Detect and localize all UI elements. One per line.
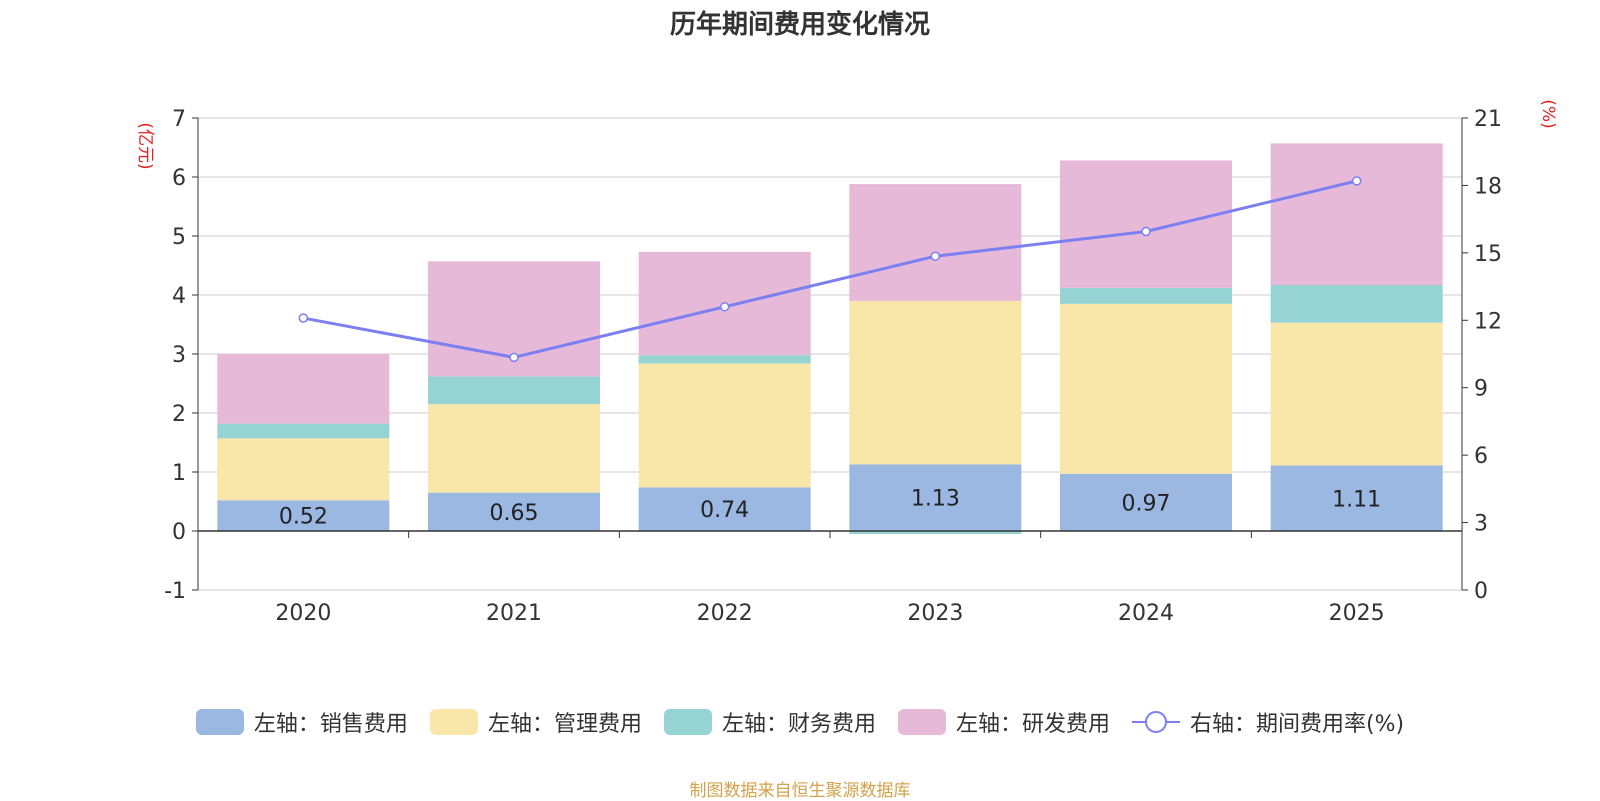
bar-segment-2020-s0 — [217, 500, 390, 531]
rate-point-2022 — [719, 302, 730, 312]
chart-title: 历年期间费用变化情况 — [669, 10, 930, 40]
bar-segment-2022-s2 — [638, 355, 811, 364]
x-axis-tick-label: 2021 — [486, 601, 542, 626]
bar-segment-2021-s0 — [428, 492, 600, 531]
bar-segment-2025-s3 — [1270, 143, 1443, 285]
right-axis-unit-label: (%) — [1538, 99, 1558, 128]
legend-item-rate[interactable]: 右轴：期间费用率(%) — [1131, 706, 1405, 738]
legend-item-rd[interactable]: 左轴：研发费用 — [897, 706, 1110, 738]
right-axis-tick-label: 6 — [1474, 444, 1488, 469]
bar-segment-2024-s3 — [1060, 160, 1232, 288]
data-label-2022: 0.74 — [700, 498, 749, 523]
legend-item-sales[interactable]: 左轴：销售费用 — [195, 706, 408, 738]
legend-label-finance: 左轴：财务费用 — [721, 712, 876, 737]
bar-segment-2022-s0 — [638, 487, 811, 531]
data-label-2020: 0.52 — [279, 505, 328, 530]
bar-segment-2023-s1 — [849, 300, 1022, 465]
bar-segment-2020-s1 — [217, 438, 390, 501]
data-label-2025: 1.11 — [1332, 487, 1381, 512]
source-footer: 制图数据来自恒生聚源数据库 — [689, 781, 911, 801]
rate-point-2025 — [1351, 176, 1362, 186]
bar-segment-2024-s0 — [1060, 473, 1232, 531]
legend-label-rd: 左轴：研发费用 — [955, 712, 1110, 737]
bar-segment-2023-s0 — [849, 464, 1022, 531]
legend-swatch-sales — [195, 709, 244, 735]
left-axis-tick-label: 2 — [172, 402, 186, 427]
bar-segment-2020-s2 — [217, 423, 390, 439]
x-axis-tick-label: 2022 — [697, 601, 753, 626]
data-label-2024: 0.97 — [1122, 491, 1171, 516]
rate-point-2021 — [509, 352, 519, 363]
bar-segment-2021-s1 — [428, 404, 600, 493]
data-label-2021: 0.65 — [490, 501, 539, 526]
right-axis-tick-label: 15 — [1474, 242, 1502, 267]
left-axis-tick-label: 3 — [172, 343, 186, 368]
left-axis-tick-label: 1 — [172, 461, 186, 486]
x-axis-tick-label: 2020 — [275, 601, 331, 626]
legend-label-rate: 右轴：期间费用率(%) — [1189, 712, 1405, 737]
bar-segment-2025-s2 — [1270, 284, 1443, 323]
bar-segment-2020-s3 — [217, 354, 390, 424]
right-axis-tick-label: 12 — [1474, 309, 1502, 334]
rate-point-2024 — [1141, 226, 1151, 237]
x-axis-tick-label: 2023 — [907, 601, 963, 626]
legend-swatch-finance — [663, 709, 712, 735]
legend-item-admin[interactable]: 左轴：管理费用 — [429, 706, 642, 738]
legend-item-finance[interactable]: 左轴：财务费用 — [663, 706, 876, 738]
left-axis-tick-label: 5 — [172, 225, 186, 250]
bar-segment-2024-s2 — [1060, 287, 1232, 304]
bar-segment-2021-s2 — [428, 376, 600, 405]
bar-segment-2023-s3 — [849, 184, 1022, 301]
right-axis-tick-label: 21 — [1474, 107, 1502, 132]
legend-line-icon — [1131, 711, 1180, 733]
bar-segment-2025-s0 — [1270, 465, 1443, 531]
left-axis-tick-label: 4 — [172, 284, 186, 309]
left-axis-tick-label: 7 — [172, 107, 186, 132]
bar-segment-2023-s2 — [849, 531, 1022, 534]
bar-segment-2025-s1 — [1270, 322, 1443, 466]
left-axis-unit-label: (亿元) — [135, 122, 155, 169]
bar-segment-2024-s1 — [1060, 303, 1232, 474]
data-label-2023: 1.13 — [911, 487, 960, 512]
rate-line — [303, 179, 1358, 359]
left-axis-tick-label: -1 — [164, 579, 186, 604]
left-axis-tick-label: 0 — [172, 520, 186, 545]
rate-point-2020 — [298, 313, 309, 323]
legend-label-admin: 左轴：管理费用 — [487, 712, 642, 737]
legend-label-sales: 左轴：销售费用 — [253, 712, 408, 737]
right-axis-tick-label: 9 — [1474, 377, 1488, 402]
rate-point-2023 — [930, 251, 941, 261]
legend-swatch-rd — [897, 709, 946, 735]
right-axis-tick-label: 18 — [1474, 174, 1502, 199]
right-axis-tick-label: 0 — [1474, 579, 1488, 604]
bar-segment-2022-s1 — [638, 363, 811, 488]
x-axis-tick-label: 2024 — [1118, 601, 1174, 626]
right-axis-tick-label: 3 — [1474, 512, 1488, 537]
x-axis-tick-label: 2025 — [1329, 601, 1385, 626]
legend: 左轴：销售费用 左轴：管理费用 左轴：财务费用 左轴：研发费用 右轴：期间费用率… — [0, 706, 1600, 738]
legend-swatch-admin — [429, 709, 478, 735]
left-axis-tick-label: 6 — [172, 166, 186, 191]
